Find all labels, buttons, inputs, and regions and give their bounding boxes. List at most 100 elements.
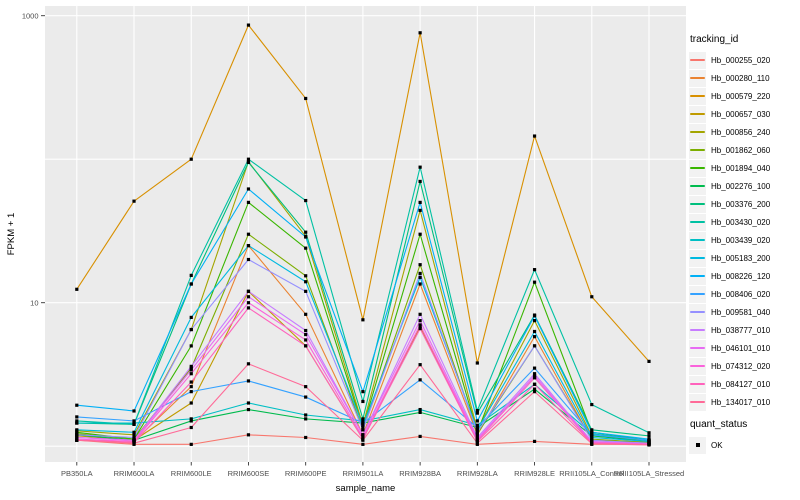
- data-point-marker: [304, 332, 308, 337]
- data-point-marker: [418, 312, 422, 316]
- data-point-marker: [361, 428, 365, 432]
- data-point-marker: [132, 430, 136, 434]
- data-point-marker: [418, 179, 422, 184]
- legend-item: Hb_005183_200: [689, 249, 799, 267]
- legend-key-box: [689, 195, 706, 213]
- series-color-line-icon: [690, 59, 705, 61]
- legend-title-tracking-id: tracking_id: [690, 34, 739, 45]
- data-point-marker: [532, 374, 537, 378]
- data-point-marker: [647, 438, 651, 442]
- x-tick-label: RRII105LA_Stressed: [614, 469, 684, 478]
- data-point-marker: [189, 390, 193, 394]
- data-point-marker: [304, 328, 308, 333]
- data-point-marker: [304, 96, 308, 101]
- data-point-marker: [418, 165, 422, 169]
- series-color-line-icon: [690, 95, 705, 97]
- series-color-line-icon: [690, 113, 705, 115]
- data-point-marker: [189, 419, 193, 423]
- data-point-marker: [189, 372, 193, 376]
- data-point-marker: [246, 187, 251, 191]
- data-point-marker: [132, 199, 136, 203]
- data-point-marker: [246, 295, 251, 299]
- data-point-marker: [418, 325, 422, 329]
- legend-item: Hb_134017_010: [689, 393, 799, 411]
- legend-title-quant-status: quant_status: [690, 419, 748, 430]
- legend-tracking-items: Hb_000255_020 Hb_000280_110 Hb_000579_220 H…: [689, 51, 799, 411]
- data-point-marker: [361, 425, 365, 430]
- data-point-marker: [246, 301, 251, 305]
- data-point-marker: [189, 327, 193, 332]
- data-point-marker: [475, 419, 479, 423]
- legend-item-label: Hb_084127_010: [711, 379, 771, 389]
- legend-key-box: [689, 231, 706, 249]
- data-point-marker: [75, 433, 79, 437]
- data-point-marker: [475, 439, 479, 444]
- data-point-marker: [304, 435, 308, 440]
- data-point-marker: [475, 435, 479, 440]
- series-color-line-icon: [690, 293, 705, 295]
- data-point-marker: [590, 430, 594, 434]
- data-point-marker: [246, 379, 251, 383]
- legend-item-label: Hb_000280_110: [711, 73, 770, 83]
- legend-item: Hb_000657_030: [689, 105, 799, 123]
- data-point-marker: [532, 335, 537, 339]
- data-point-marker: [647, 434, 651, 438]
- x-tick-label: RRIM600LE: [171, 469, 212, 478]
- legend-panel: tracking_id Hb_000255_020 Hb_000280_110 Hb…: [689, 34, 799, 454]
- legend-item-label: Hb_001894_040: [711, 163, 771, 173]
- legend-key-box: [689, 213, 706, 231]
- legend-key-box: [689, 177, 706, 195]
- legend-key-box: [689, 393, 706, 411]
- x-tick-label: RRIM928BA: [399, 469, 441, 478]
- data-point-marker: [418, 31, 422, 35]
- data-point-marker: [361, 318, 365, 322]
- legend-item: Hb_001862_060: [689, 141, 799, 159]
- series-color-line-icon: [690, 257, 705, 259]
- data-point-marker: [590, 402, 594, 407]
- data-point-marker: [189, 385, 193, 389]
- data-point-marker: [532, 382, 537, 386]
- data-point-marker: [590, 295, 594, 299]
- data-point-marker: [532, 376, 537, 380]
- x-tick-label: RRIM901LA: [342, 469, 383, 478]
- legend-item-label: Hb_001862_060: [711, 145, 771, 155]
- chart-panel: 1000 10 PB350LA RRIM600LA RRIM600LE RRIM600SE…: [6, 6, 686, 494]
- data-point-marker: [361, 433, 365, 437]
- data-point-marker: [361, 423, 365, 427]
- data-point-marker: [132, 421, 136, 425]
- data-point-marker: [189, 401, 193, 405]
- data-point-marker: [246, 362, 251, 366]
- data-point-marker: [246, 401, 251, 405]
- legend-item-label: Hb_002276_100: [711, 181, 771, 191]
- legend-key-box: [689, 285, 706, 303]
- data-point-marker: [75, 435, 79, 440]
- data-point-marker: [361, 438, 365, 442]
- data-point-marker: [132, 433, 136, 437]
- data-point-marker: [246, 289, 251, 293]
- data-point-marker: [189, 157, 193, 161]
- data-point-marker: [418, 407, 422, 412]
- data-point-marker: [418, 275, 422, 280]
- data-point-marker: [75, 403, 79, 407]
- data-point-marker: [361, 399, 365, 404]
- data-point-marker: [189, 364, 193, 368]
- legend-item: Hb_001894_040: [689, 159, 799, 177]
- series-color-line-icon: [690, 167, 705, 169]
- data-point-marker: [418, 410, 422, 415]
- data-point-marker: [532, 439, 537, 444]
- data-point-marker: [132, 441, 136, 445]
- x-tick-label: RRIM928LA: [457, 469, 498, 478]
- legend-item-label: OK: [711, 440, 723, 450]
- data-point-marker: [246, 160, 251, 164]
- data-point-marker: [304, 413, 308, 417]
- data-point-marker: [189, 380, 193, 384]
- data-point-marker: [304, 395, 308, 399]
- data-point-marker: [304, 289, 308, 293]
- data-point-marker: [475, 411, 479, 415]
- legend-item: Hb_084127_010: [689, 375, 799, 393]
- series-color-line-icon: [690, 329, 705, 331]
- series-color-line-icon: [690, 149, 705, 151]
- data-point-marker: [647, 431, 651, 435]
- data-point-marker: [532, 329, 537, 334]
- series-color-line-icon: [690, 185, 705, 187]
